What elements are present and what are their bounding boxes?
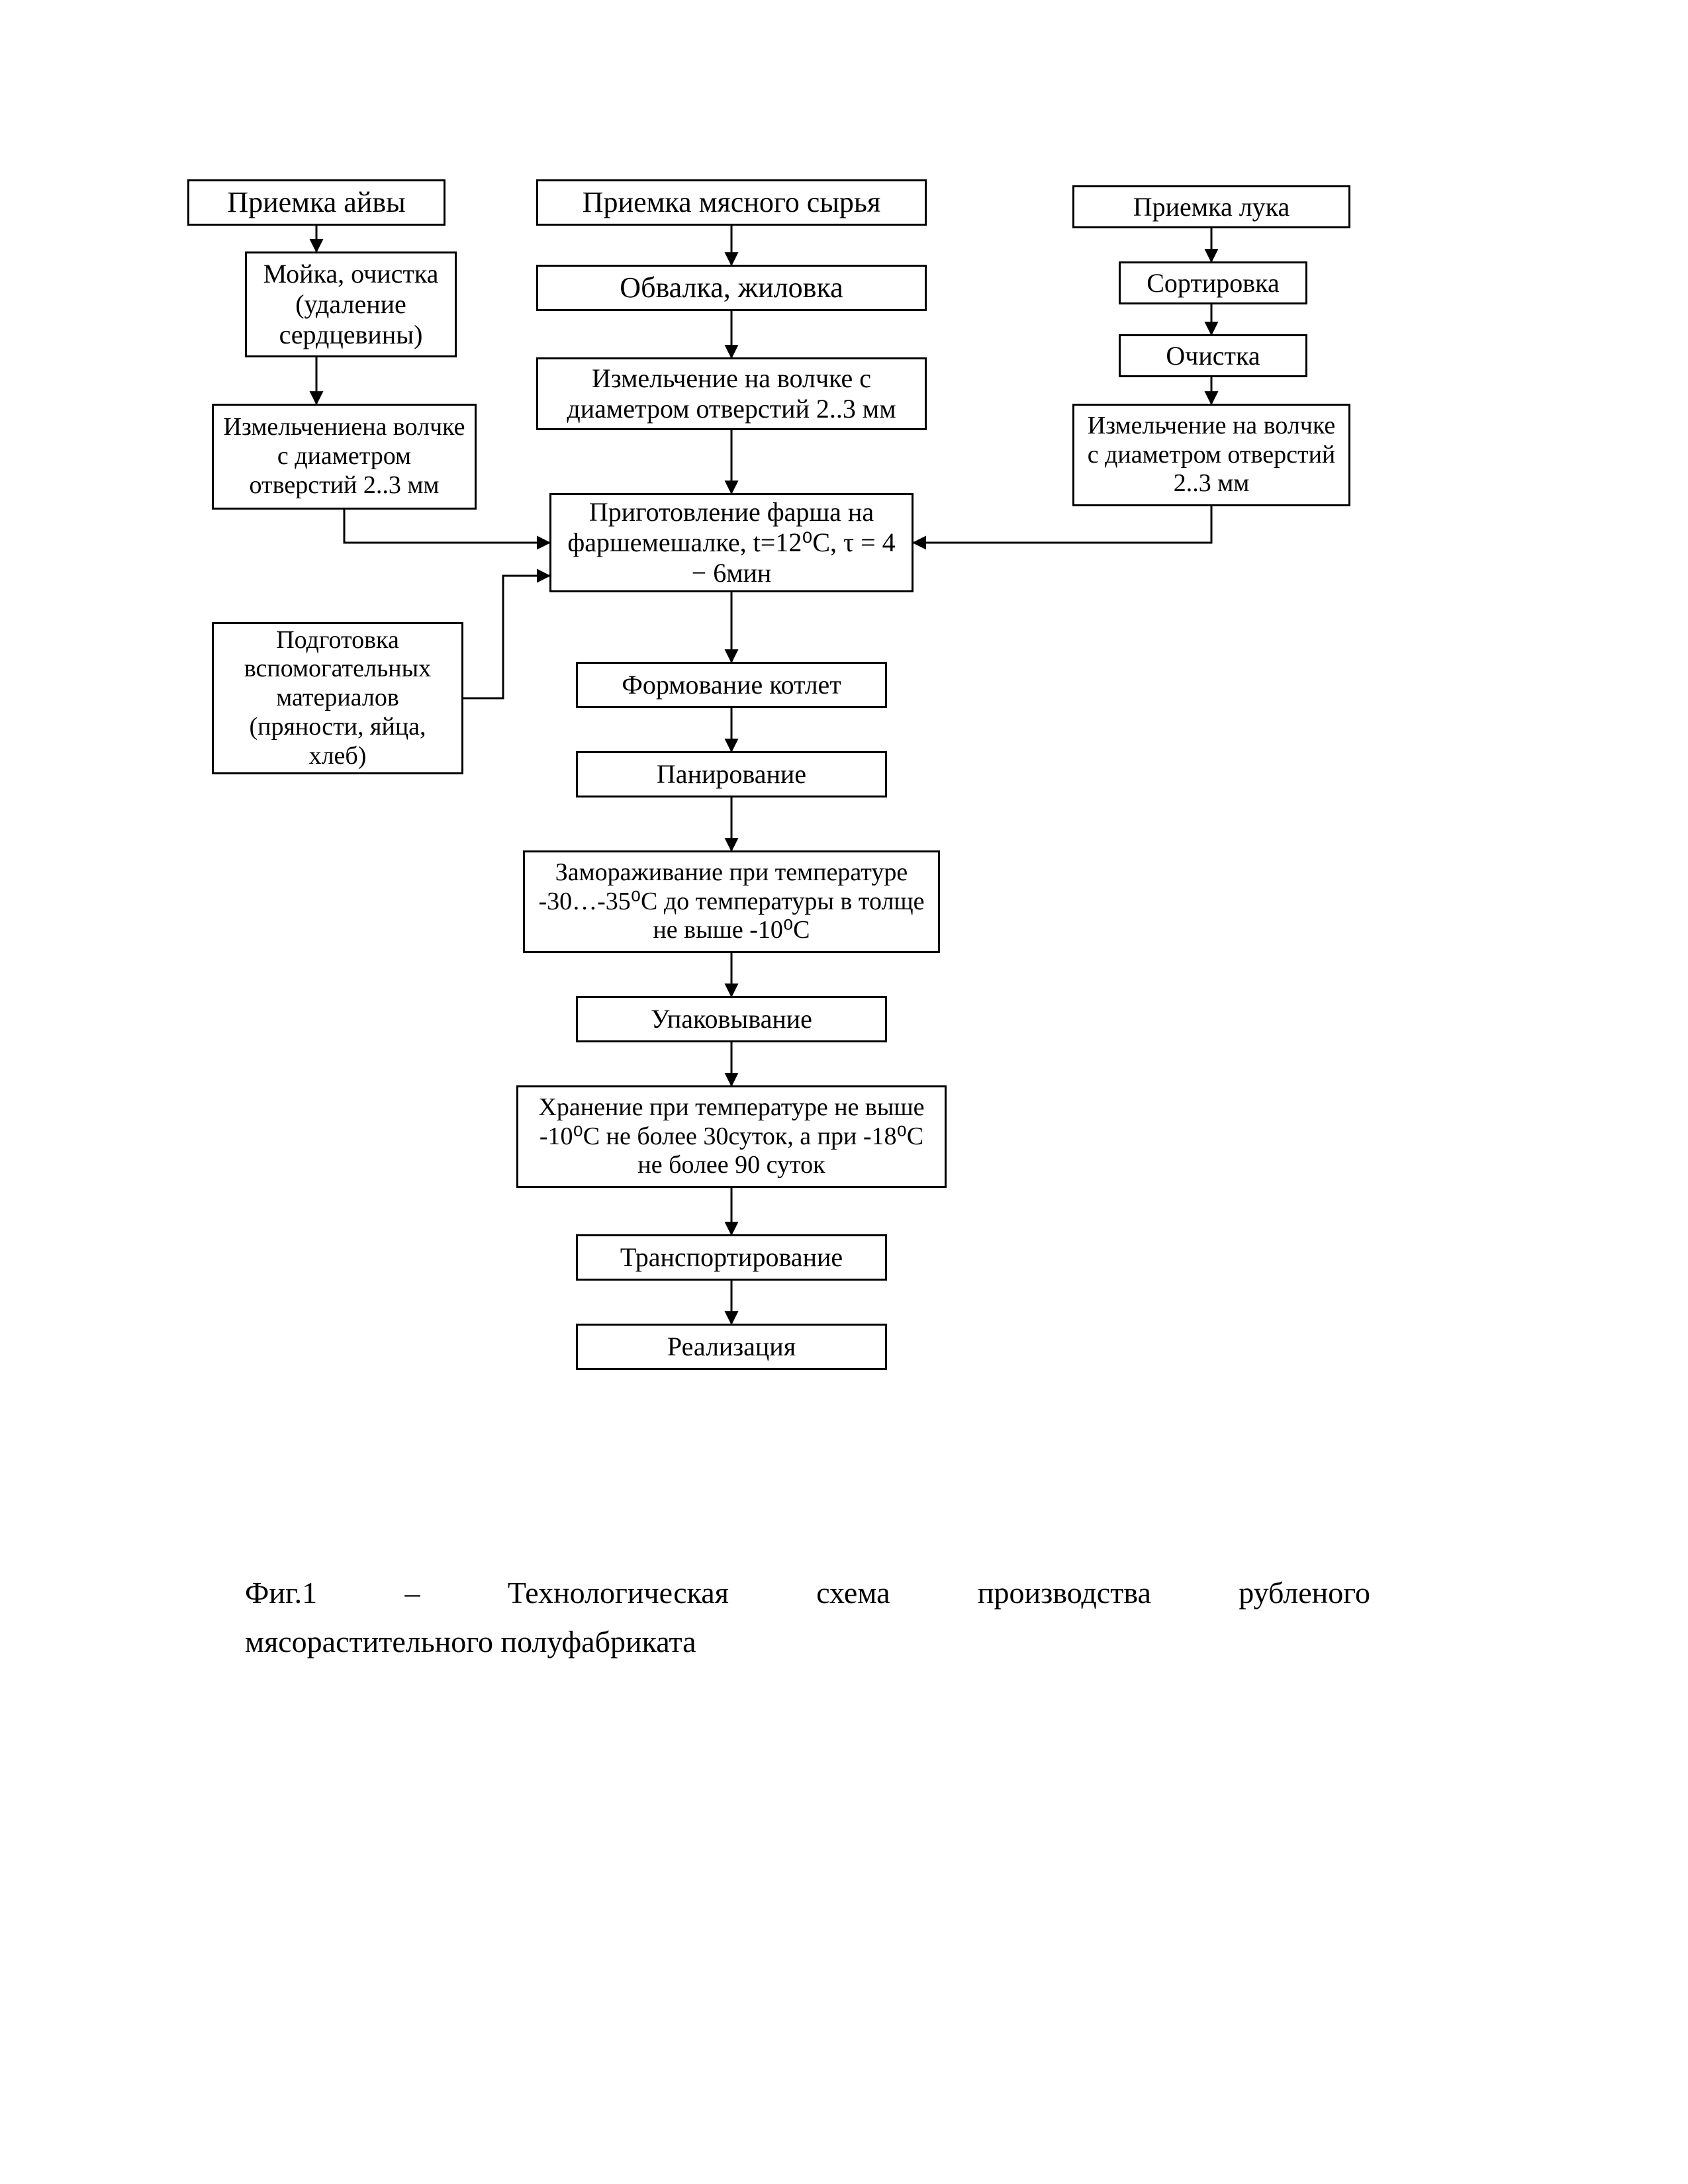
node-label: Подготовка вспомогательных материалов (п… [220,626,455,770]
node-transport: Транспортирование [576,1234,887,1281]
node-quince-grind: Измельчениена волчке с диаметром отверст… [212,404,477,510]
node-label: Панирование [657,759,806,790]
node-meat-intake: Приемка мясного сырья [536,179,927,226]
node-onion-clean: Очистка [1119,334,1307,377]
node-label: Упаковывание [651,1004,812,1034]
node-aux-materials: Подготовка вспомогательных материалов (п… [212,622,463,774]
node-label: Приемка айвы [227,186,405,220]
node-label: Формование котлет [622,670,841,700]
node-forming: Формование котлет [576,662,887,708]
node-storage: Хранение при температуре не выше -10⁰С н… [516,1085,947,1188]
node-deboning: Обвалка, жиловка [536,265,927,311]
node-onion-sort: Сортировка [1119,261,1307,304]
node-label: Приемка лука [1133,192,1289,222]
node-label: Сортировка [1147,268,1280,298]
node-label: Транспортирование [620,1242,843,1273]
node-onion-intake: Приемка лука [1072,185,1350,228]
node-label: Обвалка, жиловка [620,271,843,305]
node-label: Мойка, очистка (удаление сердцевины) [254,259,448,350]
node-label: Замораживание при температуре -30…-35⁰С … [532,858,931,945]
node-label: Измельчениена волчке с диаметром отверст… [220,413,468,500]
node-label: Измельчение на волчке с диаметром отверс… [545,363,918,424]
figure-caption: Фиг.1 – Технологическая схема производст… [245,1569,1370,1666]
node-onion-grind: Измельчение на волчке с диаметром отверс… [1072,404,1350,506]
node-label: Очистка [1166,341,1260,371]
node-meat-grind: Измельчение на волчке с диаметром отверс… [536,357,927,430]
node-label: Приемка мясного сырья [583,186,880,220]
node-label: Реализация [667,1332,796,1362]
caption-line2: мясорастительного полуфабриката [245,1625,696,1659]
node-freezing: Замораживание при температуре -30…-35⁰С … [523,850,940,953]
page: Приемка айвы Мойка, очистка (удаление се… [0,0,1688,2184]
node-breading: Панирование [576,751,887,797]
node-mince-prep: Приготовление фарша на фаршемешалке, t=1… [549,493,914,592]
node-sale: Реализация [576,1324,887,1370]
node-label: Хранение при температуре не выше -10⁰С н… [525,1093,938,1180]
node-packaging: Упаковывание [576,996,887,1042]
node-label: Приготовление фарша на фаршемешалке, t=1… [558,497,905,588]
node-label: Измельчение на волчке с диаметром отверс… [1081,412,1342,498]
node-quince-wash: Мойка, очистка (удаление сердцевины) [245,251,457,357]
caption-line1: Фиг.1 – Технологическая схема производст… [245,1569,1370,1617]
node-quince-intake: Приемка айвы [187,179,445,226]
